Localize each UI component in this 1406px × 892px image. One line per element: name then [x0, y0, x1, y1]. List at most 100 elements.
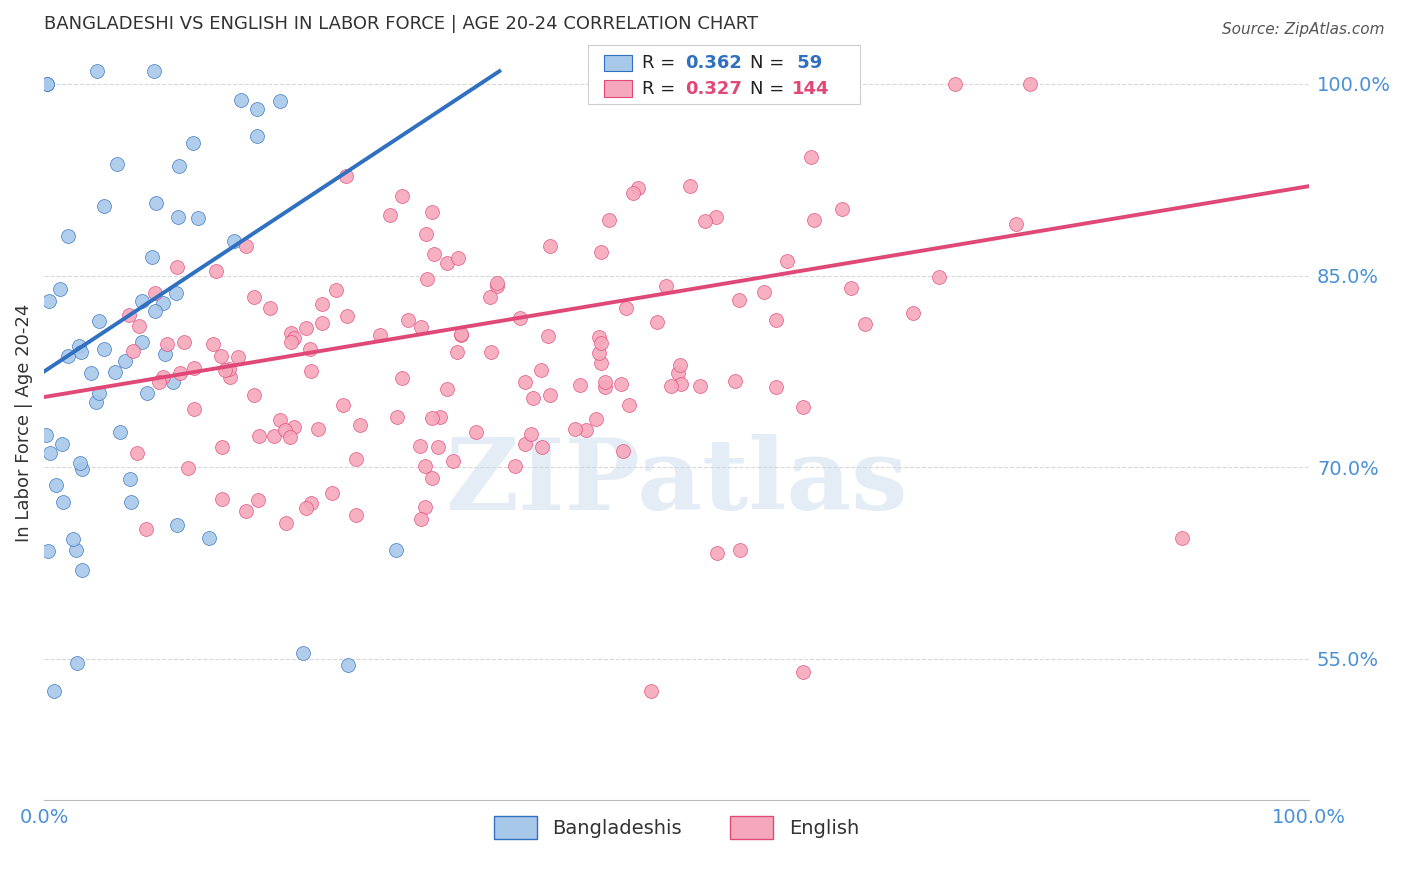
Point — [335, 169, 357, 183]
Point — [1171, 531, 1194, 545]
Point — [280, 334, 302, 349]
Point — [44, 684, 66, 698]
Point — [380, 208, 402, 222]
Point — [246, 129, 269, 144]
Point — [855, 317, 877, 331]
Point — [152, 296, 174, 310]
Point — [299, 496, 322, 510]
Point — [645, 315, 668, 329]
Point — [167, 211, 190, 225]
Point — [280, 326, 302, 341]
Point — [283, 331, 305, 345]
Point — [612, 444, 634, 458]
Point — [588, 345, 610, 359]
Point — [803, 213, 825, 227]
Point — [235, 504, 257, 518]
Point — [177, 460, 200, 475]
Point — [104, 365, 127, 379]
Point — [538, 239, 561, 253]
Point — [127, 446, 149, 460]
Point — [66, 657, 89, 671]
Point — [86, 64, 108, 78]
FancyBboxPatch shape — [605, 80, 633, 97]
Point — [243, 289, 266, 303]
Point — [426, 440, 449, 454]
Text: R =: R = — [643, 79, 682, 97]
Point — [485, 276, 508, 290]
Point — [479, 290, 502, 304]
Point — [485, 278, 508, 293]
Point — [422, 205, 444, 219]
Point — [841, 281, 863, 295]
Point — [114, 354, 136, 368]
Point — [93, 199, 115, 213]
Point — [131, 293, 153, 308]
Point — [187, 211, 209, 225]
Point — [385, 409, 408, 424]
Point — [145, 195, 167, 210]
Point — [595, 380, 617, 394]
Point — [564, 422, 586, 436]
Point — [84, 394, 107, 409]
Point — [441, 454, 464, 468]
Point — [166, 517, 188, 532]
Point — [321, 486, 343, 500]
Point — [35, 77, 58, 91]
Point — [765, 313, 787, 327]
Point — [724, 374, 747, 388]
Point — [35, 77, 58, 91]
Point — [344, 451, 367, 466]
Point — [447, 251, 470, 265]
Point — [201, 337, 224, 351]
Point — [391, 371, 413, 385]
Point — [295, 321, 318, 335]
Point — [80, 366, 103, 380]
Point — [693, 214, 716, 228]
Point — [1005, 217, 1028, 231]
Point — [591, 335, 613, 350]
Point — [307, 422, 329, 436]
Point — [246, 102, 269, 116]
Point — [537, 329, 560, 343]
Point — [659, 378, 682, 392]
Point — [598, 213, 620, 227]
Point — [610, 376, 633, 391]
Point — [943, 77, 966, 91]
Point — [591, 245, 613, 260]
Text: 0.362: 0.362 — [685, 54, 742, 72]
Point — [640, 684, 662, 698]
Point — [420, 411, 443, 425]
Point — [311, 317, 333, 331]
Point — [214, 363, 236, 377]
Point — [336, 309, 359, 323]
Point — [409, 319, 432, 334]
Point — [89, 314, 111, 328]
FancyBboxPatch shape — [588, 45, 859, 103]
Point — [831, 202, 853, 216]
Point — [152, 370, 174, 384]
Point — [118, 472, 141, 486]
Point — [274, 516, 297, 530]
Point — [522, 391, 544, 405]
Point — [183, 401, 205, 416]
Point — [593, 375, 616, 389]
Point — [263, 428, 285, 442]
Point — [70, 562, 93, 576]
Point — [901, 306, 924, 320]
Point — [120, 494, 142, 508]
Point — [614, 301, 637, 315]
Point — [413, 459, 436, 474]
Point — [1019, 77, 1042, 91]
Point — [519, 426, 541, 441]
Point — [269, 94, 291, 108]
Text: 144: 144 — [792, 79, 830, 97]
Point — [38, 446, 60, 460]
Point — [70, 462, 93, 476]
Legend: Bangladeshis, English: Bangladeshis, English — [486, 808, 866, 847]
Point — [754, 285, 776, 300]
Point — [349, 417, 371, 432]
Point — [273, 423, 295, 437]
Point — [148, 375, 170, 389]
Point — [38, 294, 60, 309]
Point — [415, 227, 437, 241]
